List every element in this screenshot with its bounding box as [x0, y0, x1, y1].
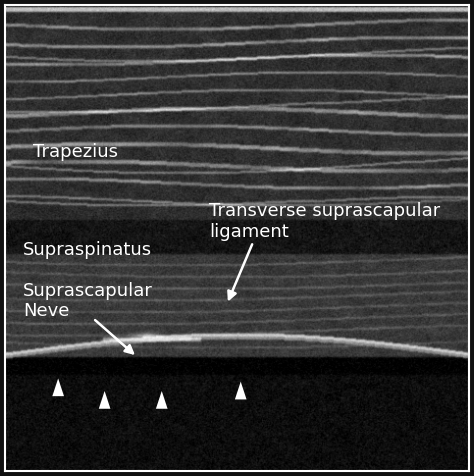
Text: Suprascapular
Neve: Suprascapular Neve [23, 282, 153, 320]
Text: Transverse suprascapular
ligament: Transverse suprascapular ligament [209, 202, 440, 241]
Text: Trapezius: Trapezius [33, 143, 118, 161]
Text: Supraspinatus: Supraspinatus [23, 241, 153, 258]
